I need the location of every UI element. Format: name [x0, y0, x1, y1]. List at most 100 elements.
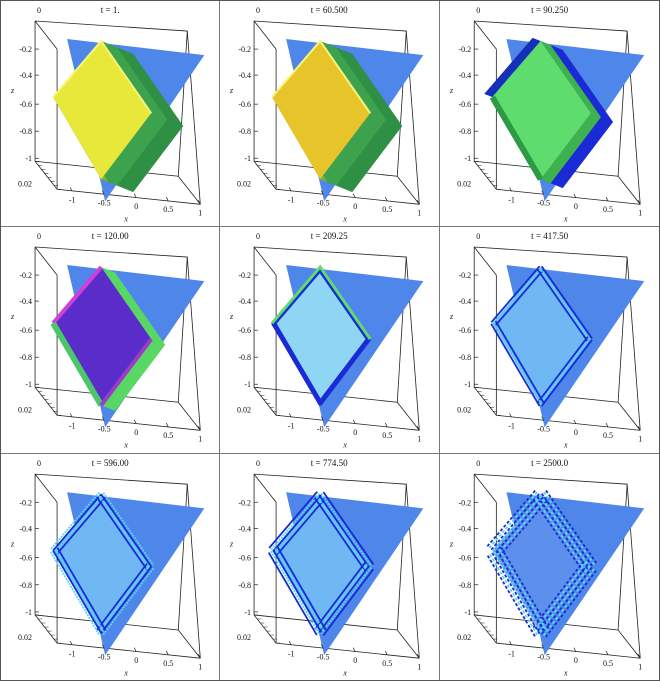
frame-inner — [473, 20, 497, 50]
wave-structure — [50, 266, 166, 412]
z-tick-label: -0.8 — [19, 580, 32, 589]
z-top-tick-label: 0 — [476, 459, 480, 468]
x-tick-label: -1 — [288, 649, 295, 658]
frame-front — [34, 21, 201, 205]
z-tick-label: -0.6 — [19, 100, 32, 109]
panel-title: t = 60.500 — [311, 5, 348, 15]
z-tick-label: -0.8 — [239, 354, 252, 363]
diamond-edge — [271, 264, 372, 341]
surface-plot: t = 209.25 -0.2 -0.4 -0.6 -0.8 -1 0 z 0.02 -1 -0.5… — [229, 231, 424, 450]
wave-front — [542, 568, 595, 636]
wave-front — [102, 567, 155, 635]
x-tick — [289, 187, 292, 192]
x-tick-label: 0.5 — [163, 205, 173, 214]
x-tick-label: 0 — [574, 202, 578, 211]
wave-front — [96, 496, 148, 570]
panel-8: t = 774.50 -0.2 -0.4 -0.6 -0.8 -1 0 z 0.02 -1 -0.5… — [220, 453, 440, 680]
x-axis-label: x — [563, 441, 568, 450]
x-tick — [605, 650, 609, 655]
wave-structure — [50, 491, 155, 635]
wave-front — [492, 267, 542, 325]
panel-title: t = 209.25 — [311, 231, 348, 241]
z-tick-label: -0.4 — [239, 524, 252, 533]
wave-front — [102, 491, 155, 566]
wave-front — [317, 337, 372, 407]
frame-inner — [254, 473, 277, 503]
panel-2: t = 60.500 -0.2 -0.4 -0.6 -0.8 -1 0 z 0.02 -1 -0.5… — [220, 1, 440, 228]
x-tick — [165, 650, 169, 655]
wave-structure — [483, 37, 613, 189]
z-axis-label: z — [10, 86, 15, 95]
surface-plot: t = 120.00 -0.2 -0.4 -0.6 -0.8 -1 0 z 0.02 -1 -0.5… — [10, 231, 205, 450]
frame-front — [473, 247, 640, 432]
wave-front — [485, 553, 536, 637]
diamond-edge — [271, 39, 372, 114]
wave-front — [50, 491, 100, 550]
wave-front — [544, 569, 597, 638]
z-tick-label: -0.2 — [19, 45, 32, 54]
band-left — [483, 37, 541, 98]
wave-front — [271, 321, 324, 407]
panel-title: t = 774.50 — [311, 458, 348, 468]
x-tick-label: 0 — [574, 428, 578, 437]
surface-plot: t = 60.500 -0.2 -0.4 -0.6 -0.8 -1 0 z 0.02 -1 -0.5… — [229, 5, 424, 223]
z-axis-label: z — [449, 86, 454, 95]
y-tick-label: 0.02 — [237, 179, 251, 188]
frame-front — [473, 21, 640, 205]
x-axis-label: x — [123, 441, 128, 450]
z-tick-label: -0.2 — [239, 271, 252, 280]
x-tick — [101, 416, 105, 422]
z-tick-label: -0.2 — [19, 498, 32, 507]
wave-front — [540, 566, 593, 635]
x-tick-label: -1 — [288, 195, 295, 204]
x-tick — [541, 416, 544, 422]
x-tick-label: -1 — [69, 195, 76, 204]
diamond-edge — [51, 266, 103, 325]
y-tick-label: 0.02 — [457, 179, 471, 188]
x-tick — [637, 653, 641, 659]
box-frame — [34, 20, 201, 205]
z-tick-label: -0.2 — [239, 498, 252, 507]
z-tick-label: -1 — [25, 154, 32, 163]
x-tick — [637, 200, 641, 205]
x-tick-label: -0.5 — [317, 425, 330, 434]
x-tick — [69, 640, 73, 646]
z-top-tick-label: 0 — [256, 459, 260, 468]
wave-front — [540, 266, 593, 340]
x-tick — [321, 643, 324, 649]
wave-front — [268, 490, 319, 549]
z-tick-label: -0.8 — [239, 127, 252, 136]
frame-front — [473, 473, 640, 659]
panel-title: t = 120.00 — [92, 231, 129, 241]
z-tick-label: -0.8 — [19, 127, 32, 136]
z-tick-label: -1 — [245, 381, 252, 390]
z-tick-label: -0.2 — [458, 271, 471, 280]
wave-front — [487, 551, 538, 636]
wave-front — [316, 495, 369, 570]
wave-front — [56, 496, 106, 555]
wave-front — [490, 265, 540, 324]
wave-front — [499, 545, 549, 629]
diamond-edge — [50, 321, 104, 408]
frame-floor-back — [35, 387, 201, 431]
z-tick-label: -0.6 — [458, 326, 471, 335]
x-tick — [133, 193, 137, 199]
x-tick-label: -0.5 — [537, 425, 550, 434]
z-tick-label: -1 — [464, 381, 471, 390]
wave-structure — [271, 264, 372, 407]
x-tick — [353, 647, 356, 652]
wave-front — [536, 563, 589, 631]
panel-title: t = 417.50 — [531, 231, 568, 241]
z-top-tick-label: 0 — [37, 6, 41, 15]
z-top-tick-label: 0 — [256, 232, 260, 241]
y-tick-label: 0.02 — [457, 406, 471, 415]
z-top-tick-label: 0 — [476, 6, 480, 15]
wave-front — [536, 336, 589, 404]
surface-plot: t = 90.250 -0.2 -0.4 -0.6 -0.8 -1 0 z 0.02 -1 -0.5… — [449, 5, 644, 223]
wave-front — [314, 561, 367, 630]
z-tick-label: -0.4 — [19, 524, 32, 533]
box-frame — [34, 246, 201, 432]
x-tick-label: -1 — [508, 422, 515, 431]
panel-4: t = 120.00 -0.2 -0.4 -0.6 -0.8 -1 0 z 0.02 -1 -0.5… — [1, 227, 221, 454]
x-tick — [321, 416, 324, 422]
